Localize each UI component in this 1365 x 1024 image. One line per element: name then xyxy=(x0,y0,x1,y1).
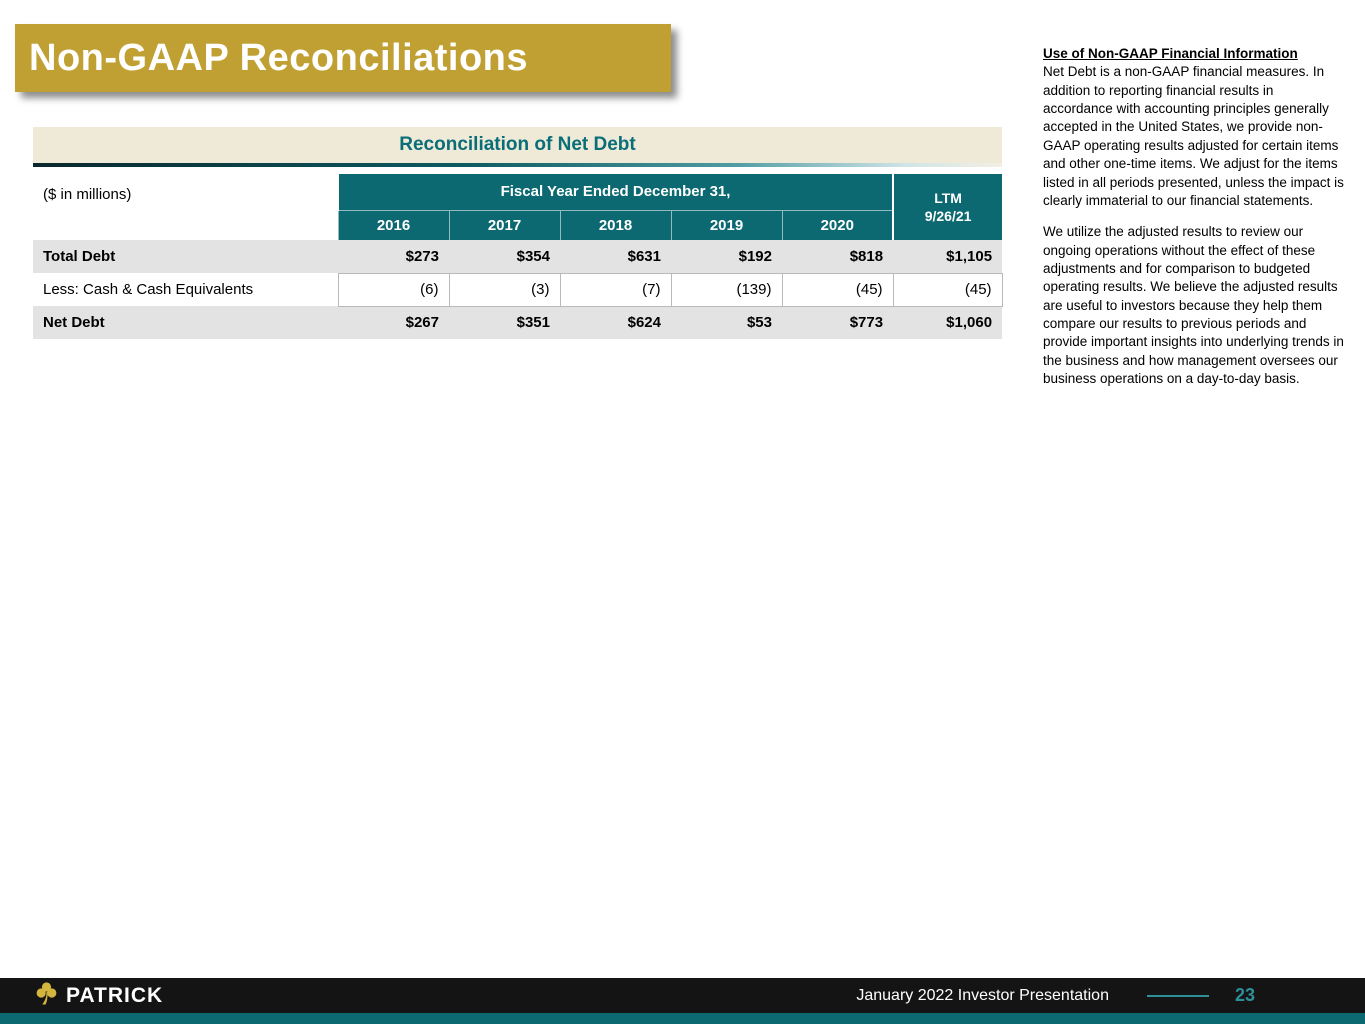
fiscal-year-group-header: Fiscal Year Ended December 31, xyxy=(336,174,894,210)
disclosure-heading: Use of Non-GAAP Financial Information xyxy=(1043,46,1298,61)
table-row-total-debt: Total Debt $273 $354 $631 $192 $818 $1,1… xyxy=(33,240,1003,273)
brand-logo: PATRICK xyxy=(36,981,164,1010)
table-row-less-cash: Less: Cash & Cash Equivalents (6) (3) (7… xyxy=(33,272,1003,307)
table-title-bar: Reconciliation of Net Debt xyxy=(33,127,1002,163)
table-row-net-debt: Net Debt $267 $351 $624 $53 $773 $1,060 xyxy=(33,306,1003,339)
ltm-header: LTM 9/26/21 xyxy=(892,174,1003,240)
cell-value: $624 xyxy=(627,314,661,332)
year-header-2018: 2018 xyxy=(559,209,671,240)
year-header-2017: 2017 xyxy=(448,209,560,240)
table-title-rule xyxy=(33,163,1002,167)
footer-teal-strip xyxy=(0,1013,1365,1024)
cell-value: (45) xyxy=(781,272,894,307)
net-debt-table: ($ in millions) Fiscal Year Ended Decemb… xyxy=(33,174,1003,339)
row-label: Total Debt xyxy=(43,248,116,265)
net-debt-reconciliation: Reconciliation of Net Debt ($ in million… xyxy=(33,127,1003,339)
disclosure-paragraph-2: We utilize the adjusted results to revie… xyxy=(1043,224,1344,387)
row-label: Less: Cash & Cash Equivalents xyxy=(43,281,254,298)
non-gaap-disclosure: Use of Non-GAAP Financial Information Ne… xyxy=(1043,45,1345,388)
table-title: Reconciliation of Net Debt xyxy=(399,134,636,155)
row-label: Net Debt xyxy=(43,314,105,331)
footer-caption: January 2022 Investor Presentation xyxy=(856,986,1109,1004)
slide-title: Non-GAAP Reconciliations xyxy=(29,36,529,79)
cell-value: (45) xyxy=(892,272,1003,307)
footer: PATRICK January 2022 Investor Presentati… xyxy=(0,978,1365,1013)
cell-value: $273 xyxy=(405,247,439,265)
cell-value: $267 xyxy=(405,314,439,332)
brand-name: PATRICK xyxy=(66,983,164,1007)
year-header-2019: 2019 xyxy=(670,209,782,240)
clover-icon xyxy=(36,981,57,1010)
cell-value: (6) xyxy=(337,272,450,307)
cell-value: $631 xyxy=(627,247,661,265)
disclosure-paragraph-1: Net Debt is a non-GAAP financial measure… xyxy=(1043,64,1344,208)
cell-value: (7) xyxy=(559,272,672,307)
cell-value: $818 xyxy=(849,247,884,265)
year-header-2020: 2020 xyxy=(781,209,894,240)
footer-divider-line xyxy=(1146,994,1209,997)
table-header-row-1: ($ in millions) Fiscal Year Ended Decemb… xyxy=(33,174,1003,240)
page-number: 23 xyxy=(1234,985,1255,1005)
cell-value: $192 xyxy=(738,247,772,265)
cell-value: $1,060 xyxy=(946,314,993,332)
cell-value: $1,105 xyxy=(946,247,993,265)
cell-value: (139) xyxy=(670,272,783,307)
slide-title-banner: Non-GAAP Reconciliations xyxy=(15,24,671,92)
cell-value: $773 xyxy=(849,314,884,332)
cell-value: $351 xyxy=(516,314,550,332)
table-header-row-2: 2016 2017 2018 2019 2020 xyxy=(33,209,1002,240)
ltm-header-line2: 9/26/21 xyxy=(924,208,972,224)
units-label: ($ in millions) xyxy=(33,174,338,240)
cell-value: $354 xyxy=(516,247,550,265)
cell-value: (3) xyxy=(448,272,561,307)
year-header-2016: 2016 xyxy=(337,209,449,240)
ltm-header-line1: LTM xyxy=(934,189,962,206)
cell-value: $53 xyxy=(746,314,772,332)
